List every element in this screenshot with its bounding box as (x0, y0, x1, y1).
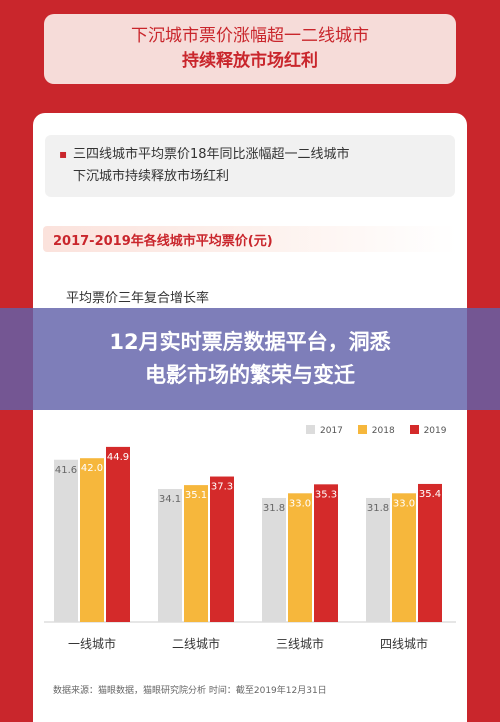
data-label-2018-1: 42.0 (81, 463, 103, 474)
chart-title-bar: 2017-2019年各线城市平均票价(元) (43, 226, 457, 252)
bar-2017-4 (366, 497, 390, 622)
chart-legend: 2017 2018 2019 (306, 425, 458, 436)
legend-swatch-2018 (357, 425, 367, 434)
bar-2017-2 (158, 489, 182, 622)
category-label-2: 二线城市 (172, 636, 220, 651)
bullet-icon: ▪ (59, 147, 68, 161)
bar-2019-1 (106, 446, 130, 622)
bar-2019-3 (314, 484, 338, 622)
header-line2: 持续释放市场红利 (182, 51, 318, 71)
bar-2018-2 (184, 485, 208, 622)
data-label-2018-2: 35.1 (185, 490, 207, 501)
header-box: 下沉城市票价涨幅超一二线城市 持续释放市场红利 (44, 14, 456, 84)
source-note: 数据来源：猫眼数据，猫眼研究院分析 时间：截至2019年12月31日 (53, 686, 327, 696)
bar-2017-1 (54, 459, 78, 622)
data-label-2019-4: 35.4 (419, 489, 441, 500)
legend-item-2018: 2018 (357, 425, 395, 436)
data-label-2017-2: 34.1 (159, 494, 181, 505)
bar-2019-4 (418, 483, 442, 622)
banner-line2: 电影市场的繁荣与变迁 (145, 363, 355, 387)
data-label-2017-4: 31.8 (367, 503, 389, 514)
bar-2017-3 (262, 497, 286, 622)
header-line1: 下沉城市票价涨幅超一二线城市 (131, 26, 369, 46)
overlay-banner: 12月实时票房数据平台，洞悉 电影市场的繁荣与变迁 (0, 308, 500, 410)
data-label-2019-2: 37.3 (211, 482, 233, 493)
bar-2019-2 (210, 476, 234, 622)
category-label-3: 三线城市 (276, 636, 324, 651)
data-label-2017-1: 41.6 (55, 465, 77, 476)
legend-item-2019: 2019 (409, 425, 447, 436)
data-label-2017-3: 31.8 (263, 503, 285, 514)
legend-swatch-2019 (409, 425, 419, 434)
banner-line1: 12月实时票房数据平台，洞悉 (109, 330, 391, 354)
bar-2018-4 (392, 493, 416, 622)
legend-label-2017: 2017 (320, 426, 343, 436)
intro-line2: 下沉城市持续释放市场红利 (73, 169, 230, 184)
legend-label-2019: 2019 (423, 426, 447, 436)
data-label-2018-3: 33.0 (289, 498, 311, 509)
chart-title: 2017-2019年各线城市平均票价(元) (53, 234, 273, 249)
legend-label-2018: 2018 (371, 426, 395, 436)
chart-subtitle: 平均票价三年复合增长率 (66, 291, 210, 306)
legend-swatch-2017 (306, 425, 315, 434)
data-label-2019-3: 35.3 (315, 489, 337, 500)
category-label-4: 四线城市 (380, 636, 428, 651)
bar-2018-3 (288, 493, 312, 622)
legend-item-2017: 2017 (306, 425, 343, 436)
bar-2018-1 (80, 458, 104, 622)
intro-box: ▪ 三四线城市平均票价18年同比涨幅超一二线城市 下沉城市持续释放市场红利 (45, 135, 455, 197)
data-label-2019-1: 44.9 (107, 452, 129, 463)
category-label-1: 一线城市 (68, 636, 116, 651)
data-label-2018-4: 33.0 (393, 498, 415, 509)
intro-line1: 三四线城市平均票价18年同比涨幅超一二线城市 (73, 147, 350, 162)
